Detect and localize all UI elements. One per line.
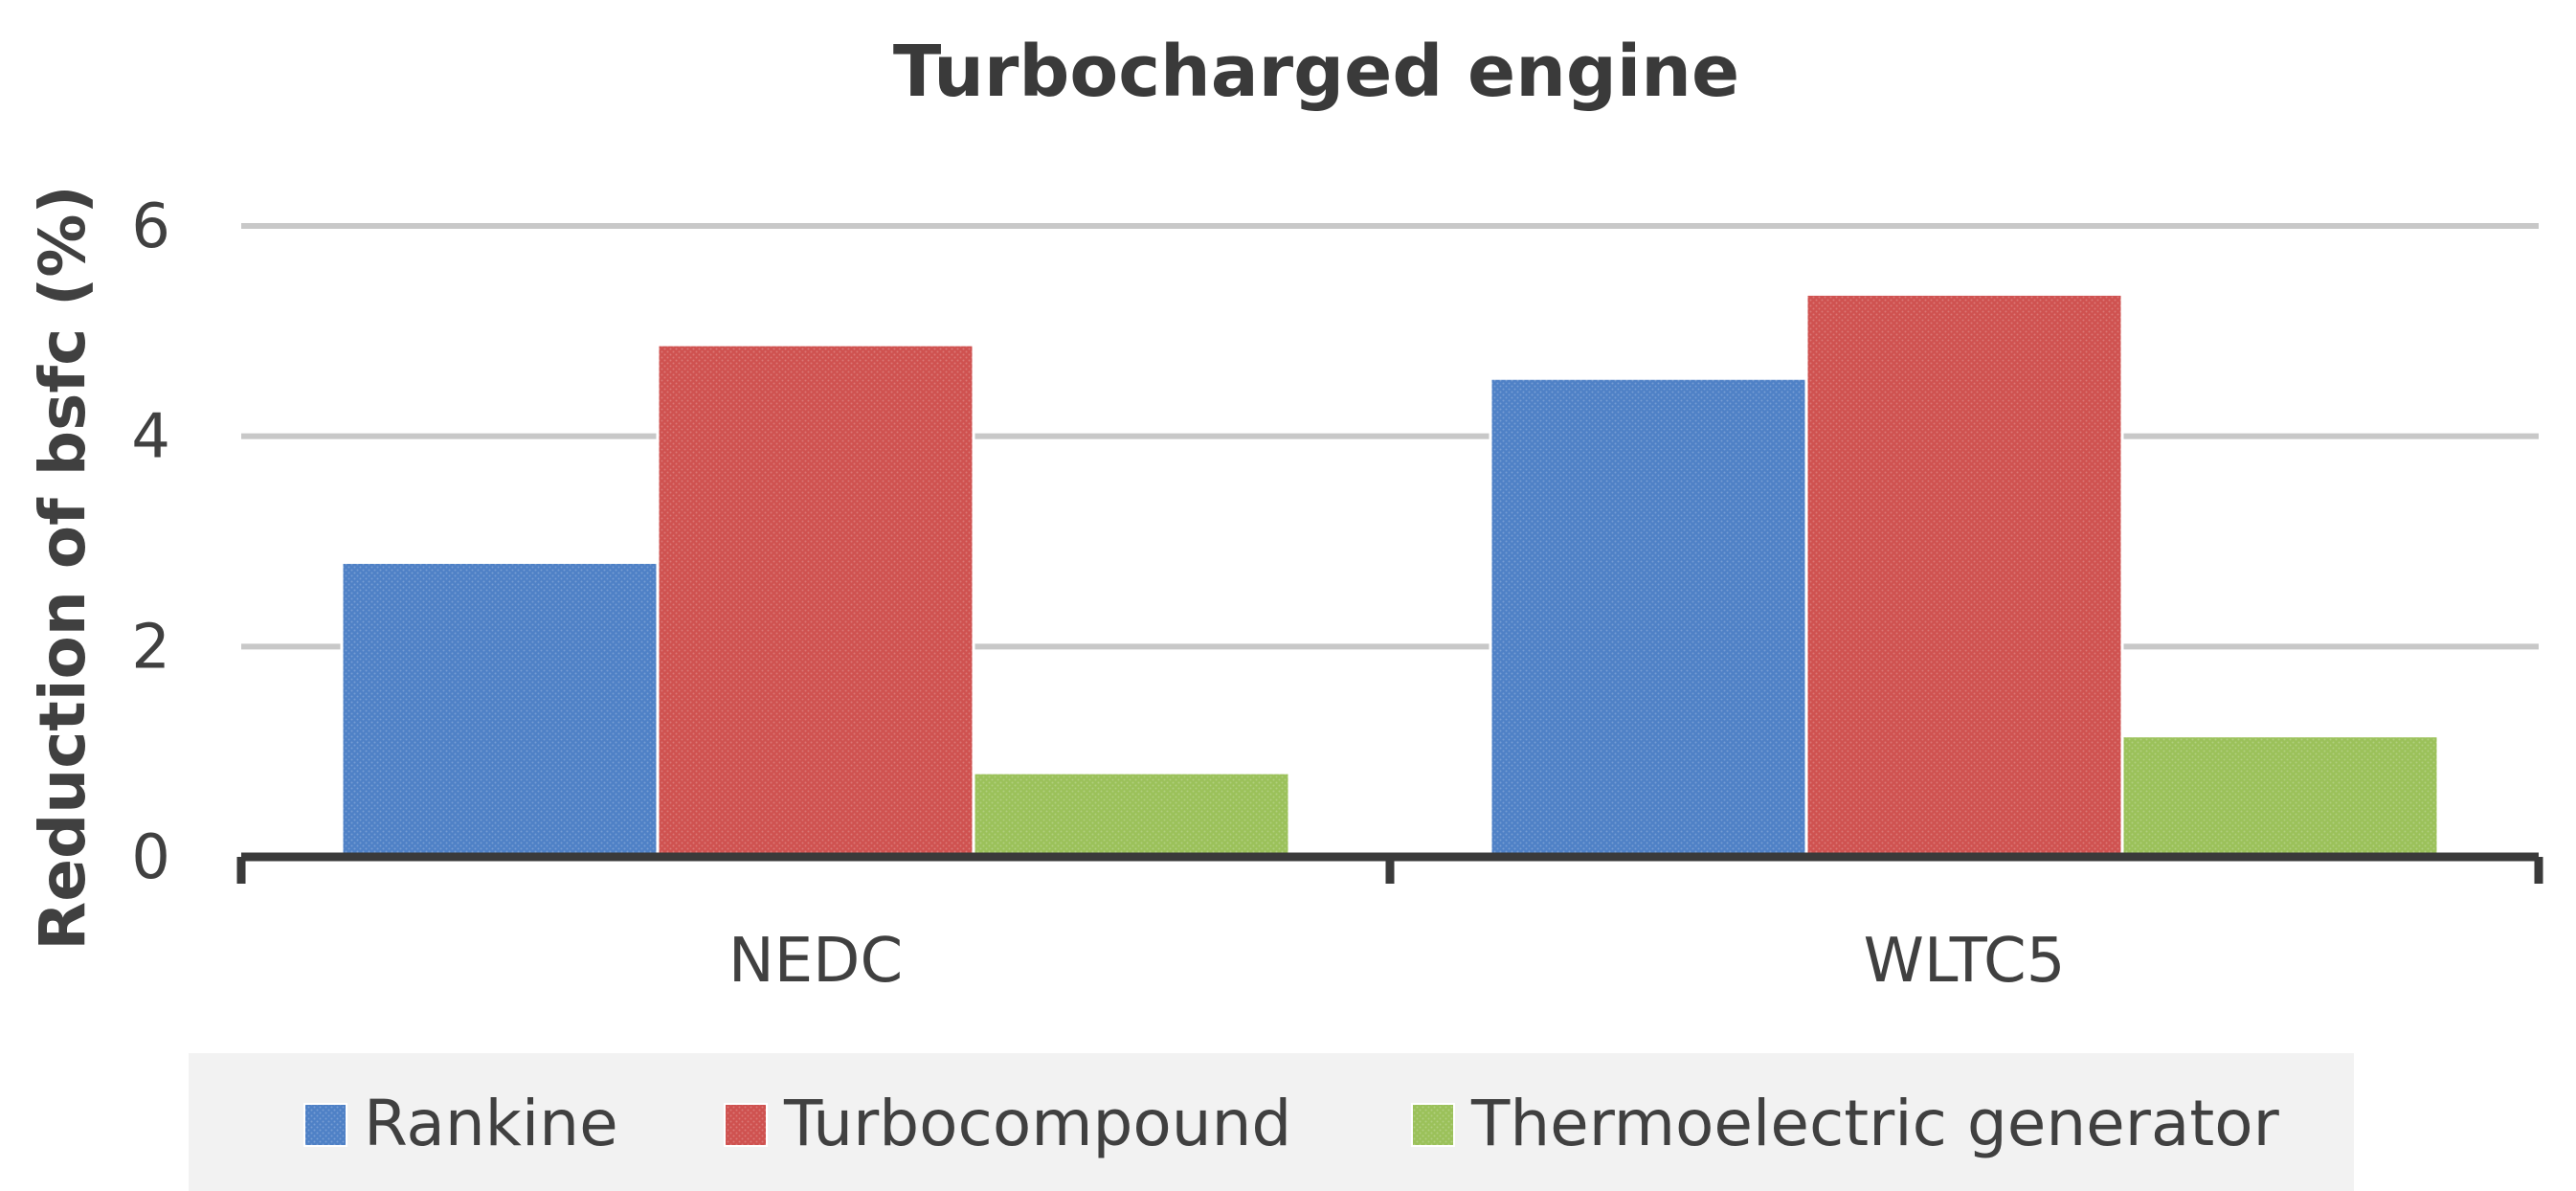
legend-swatch-texture (304, 1104, 347, 1146)
legend-label: Turbocompound (783, 1087, 1291, 1160)
y-tick-label: 0 (131, 822, 170, 893)
bar-texture (974, 773, 1289, 857)
x-axis (236, 852, 2543, 884)
y-tick-label: 2 (131, 612, 170, 683)
legend-item: Turbocompound (724, 1087, 1291, 1160)
bars (340, 292, 2440, 859)
chart-title: Turbocharged engine (893, 31, 1739, 113)
bar-texture (342, 562, 658, 857)
y-axis-ticks: 0 2 4 6 (131, 191, 170, 893)
x-tick-label: WLTC5 (1864, 926, 2066, 997)
bar-texture (1490, 378, 1806, 857)
y-axis-label: Reduction of bsfc (%) (26, 185, 100, 950)
bar-texture (1806, 294, 2122, 857)
bar-texture (2122, 735, 2438, 857)
legend-swatch-texture (1412, 1104, 1454, 1146)
legend: Rankine Turbocompound Thermoelectric gener… (303, 1087, 2280, 1160)
legend-item: Rankine (303, 1087, 618, 1160)
legend-swatch-texture (725, 1104, 767, 1146)
x-tick-label: NEDC (728, 926, 903, 997)
legend-label: Thermoelectric generator (1470, 1087, 2280, 1160)
x-axis-ticks: NEDC WLTC5 (728, 926, 2066, 997)
y-tick-label: 6 (131, 191, 170, 262)
y-tick-label: 4 (131, 402, 170, 473)
legend-background (189, 1053, 2354, 1191)
bar-texture (658, 345, 974, 857)
legend-label: Rankine (364, 1087, 618, 1160)
legend-item: Thermoelectric generator (1411, 1087, 2280, 1160)
